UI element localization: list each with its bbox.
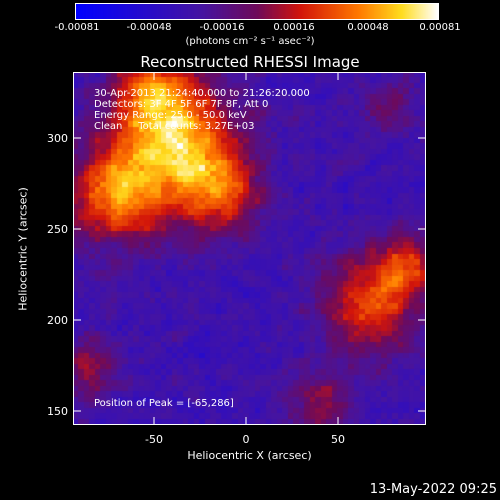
rhessi-image bbox=[73, 72, 426, 425]
colorbar-units: (photons cm⁻² s⁻¹ asec⁻²) bbox=[185, 36, 315, 47]
colorbar-tick-label: 0.00016 bbox=[273, 22, 315, 33]
footer-date: 13-May-2022 09:25 bbox=[369, 482, 497, 497]
colorbar-tick-label: 0.00048 bbox=[347, 22, 389, 33]
colorbar-tick-label: -0.00048 bbox=[126, 22, 172, 33]
detectors-label: Detectors: 3F 4F 5F 6F 7F 8F, Att 0 bbox=[94, 99, 269, 110]
colorbar bbox=[75, 3, 439, 20]
x-tick-label: 50 bbox=[331, 433, 345, 446]
colorbar-tick-label: -0.00081 bbox=[54, 22, 100, 33]
time-range-label: 30-Apr-2013 21:24:40.000 to 21:26:20.000 bbox=[94, 88, 310, 99]
y-tick-label: 250 bbox=[47, 223, 68, 236]
x-tick-label: -50 bbox=[145, 433, 163, 446]
clean-counts-label: Clean Total counts: 3.27E+03 bbox=[94, 121, 255, 132]
x-axis-label: Heliocentric X (arcsec) bbox=[187, 449, 312, 462]
y-tick-label: 300 bbox=[47, 132, 68, 145]
colorbar-tick-label: 0.00081 bbox=[419, 22, 461, 33]
peak-position-label: Position of Peak = [-65,286] bbox=[94, 398, 234, 409]
y-axis-label: Heliocentric Y (arcsec) bbox=[16, 187, 30, 311]
y-tick-label: 200 bbox=[47, 314, 68, 327]
energy-range-label: Energy Range: 25.0 - 50.0 keV bbox=[94, 110, 247, 121]
plot-axes bbox=[73, 72, 426, 425]
colorbar-tick-label: -0.00016 bbox=[199, 22, 245, 33]
image-plot: 30-Apr-2013 21:24:40.000 to 21:26:20.000… bbox=[73, 72, 426, 425]
plot-title: Reconstructed RHESSI Image bbox=[140, 53, 360, 71]
x-tick-label: 0 bbox=[243, 433, 250, 446]
y-tick-label: 150 bbox=[47, 405, 68, 418]
